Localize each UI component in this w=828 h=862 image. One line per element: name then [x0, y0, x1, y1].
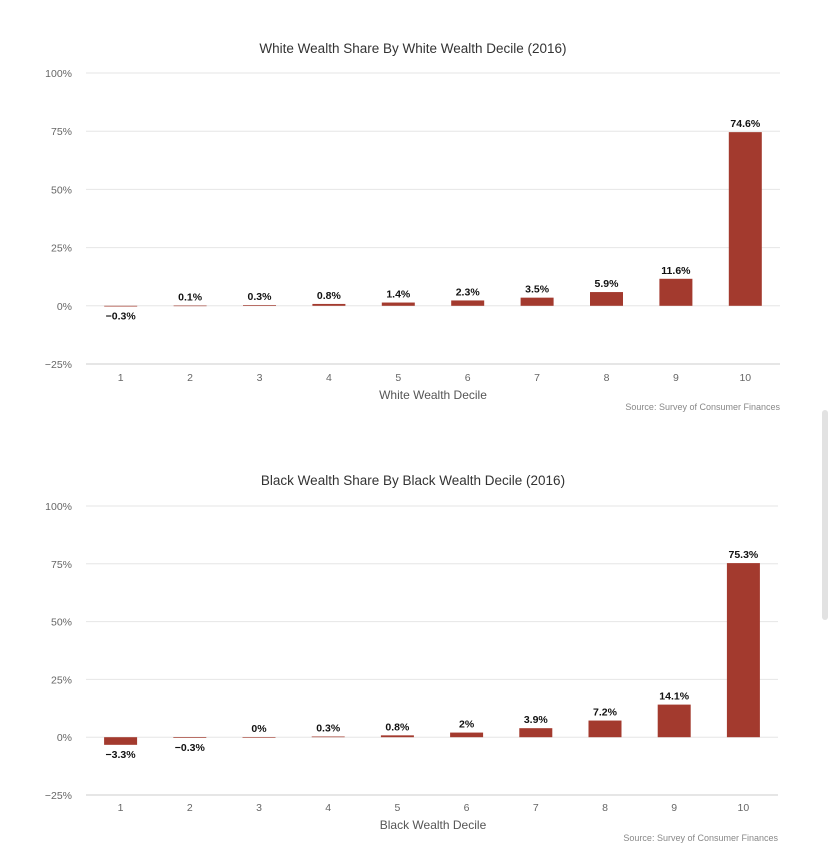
data-label: 7.2%	[593, 707, 618, 719]
y-tick-label: −25%	[45, 790, 72, 802]
data-label: 0%	[251, 723, 267, 735]
bar-decile-5[interactable]	[381, 302, 415, 306]
y-tick-label: 75%	[51, 126, 72, 138]
black-wealth-chart-svg: Black Wealth Share By Black Wealth Decil…	[45, 473, 779, 843]
data-label: 0.8%	[385, 721, 410, 733]
x-tick-label: 4	[326, 372, 332, 384]
bar-decile-6[interactable]	[450, 732, 484, 738]
y-tick-label: 0%	[57, 301, 72, 313]
data-label: −0.3%	[106, 310, 137, 322]
y-tick-label: 50%	[51, 184, 72, 196]
data-label: 2.3%	[456, 286, 481, 298]
black-wealth-chart: Black Wealth Share By Black Wealth Decil…	[0, 431, 828, 862]
bar-decile-5[interactable]	[380, 735, 414, 738]
data-label: 0.3%	[248, 291, 273, 303]
bar-decile-3[interactable]	[242, 737, 276, 738]
x-tick-label: 1	[118, 372, 124, 384]
source-credit[interactable]: Source: Survey of Consumer Finances	[623, 833, 778, 843]
chart-title: Black Wealth Share By Black Wealth Decil…	[261, 473, 565, 488]
x-tick-label: 1	[118, 802, 124, 814]
bar-decile-9[interactable]	[657, 704, 691, 738]
data-label: 75.3%	[729, 549, 759, 561]
y-tick-label: 50%	[51, 617, 72, 629]
bar-decile-1[interactable]	[104, 305, 138, 307]
bar-decile-8[interactable]	[588, 720, 622, 738]
bar-decile-2[interactable]	[173, 305, 207, 307]
y-tick-label: 25%	[51, 243, 72, 255]
y-tick-label: 75%	[51, 559, 72, 571]
data-label: 2%	[459, 719, 475, 731]
data-label: −3.3%	[106, 749, 137, 761]
bar-decile-6[interactable]	[451, 300, 485, 306]
x-tick-label: 9	[671, 802, 677, 814]
data-label: 11.6%	[661, 265, 691, 277]
x-tick-label: 2	[187, 372, 193, 384]
data-label: −0.3%	[175, 742, 206, 754]
chart-title: White Wealth Share By White Wealth Decil…	[259, 41, 566, 56]
white-wealth-chart: White Wealth Share By White Wealth Decil…	[45, 41, 781, 412]
x-tick-label: 8	[602, 802, 608, 814]
source-credit[interactable]: Source: Survey of Consumer Finances	[625, 402, 780, 412]
data-label: 3.5%	[525, 284, 550, 296]
data-label: 1.4%	[386, 289, 411, 301]
x-tick-label: 10	[739, 372, 751, 384]
x-tick-label: 3	[257, 372, 263, 384]
data-label: 0.8%	[317, 290, 342, 302]
y-tick-label: 100%	[45, 68, 72, 80]
data-label: 3.9%	[524, 714, 549, 726]
x-tick-label: 5	[395, 372, 401, 384]
x-tick-label: 2	[187, 802, 193, 814]
x-axis-label: White Wealth Decile	[379, 388, 487, 402]
bar-decile-7[interactable]	[520, 297, 554, 306]
bar-decile-8[interactable]	[590, 292, 623, 306]
x-tick-label: 6	[464, 802, 470, 814]
x-tick-label: 6	[465, 372, 471, 384]
x-tick-label: 7	[533, 802, 539, 814]
x-tick-label: 8	[604, 372, 610, 384]
bar-decile-10[interactable]	[726, 563, 760, 738]
x-tick-label: 7	[534, 372, 540, 384]
data-label: 5.9%	[595, 278, 620, 290]
data-label: 0.3%	[316, 723, 341, 735]
data-label: 0.1%	[178, 292, 203, 304]
x-tick-label: 4	[325, 802, 331, 814]
bar-decile-4[interactable]	[311, 736, 345, 738]
x-tick-label: 3	[256, 802, 262, 814]
x-tick-label: 9	[673, 372, 679, 384]
y-tick-label: 25%	[51, 674, 72, 686]
bar-decile-9[interactable]	[659, 278, 693, 306]
bar-decile-7[interactable]	[519, 728, 553, 738]
y-tick-label: −25%	[45, 359, 72, 371]
y-tick-label: 100%	[45, 501, 72, 513]
x-tick-label: 5	[394, 802, 400, 814]
data-label: 74.6%	[730, 118, 760, 130]
data-label: 14.1%	[659, 691, 689, 703]
bar-decile-10[interactable]	[728, 132, 762, 306]
x-tick-label: 10	[738, 802, 750, 814]
bar-decile-1[interactable]	[104, 737, 138, 745]
bar-decile-4[interactable]	[312, 303, 346, 306]
x-axis-label: Black Wealth Decile	[380, 818, 487, 832]
page-scrollbar[interactable]	[822, 410, 828, 620]
bar-decile-2[interactable]	[173, 737, 207, 738]
bar-decile-3[interactable]	[243, 305, 276, 306]
white-wealth-chart-svg: White Wealth Share By White Wealth Decil…	[45, 41, 781, 412]
y-tick-label: 0%	[57, 732, 72, 744]
